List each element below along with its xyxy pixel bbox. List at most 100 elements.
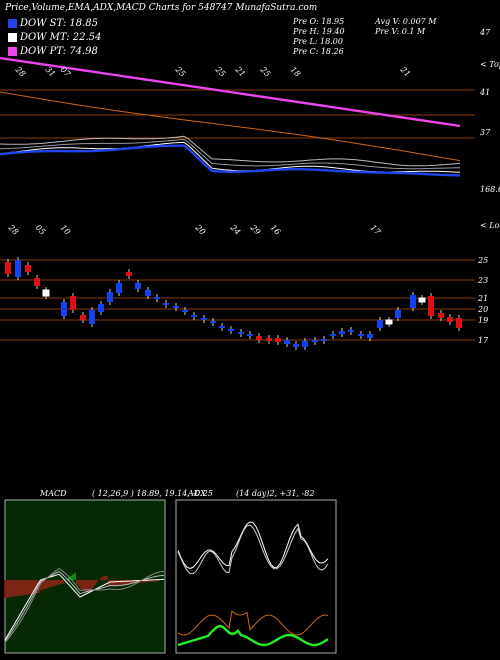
candle-body-4 — [42, 289, 50, 297]
date-label-mid-2: 10 — [59, 223, 73, 237]
macd-params: ( 12,26,9 ) 18.89, 19.14, -0.25 — [92, 489, 213, 498]
axis-tick-mid-3: 20 — [477, 305, 488, 314]
candle-body-38 — [367, 334, 373, 338]
axis-tick-mid-0: 25 — [477, 256, 488, 265]
candle-body-26 — [256, 336, 262, 340]
stat-prev-low: Pre L: 18.00 — [293, 37, 343, 46]
axis-tick-top-1: 41 — [479, 88, 490, 97]
candle-body-34 — [330, 334, 336, 336]
candle-body-3 — [34, 278, 40, 286]
adx-plus-line — [177, 521, 329, 570]
candle-body-7 — [80, 315, 86, 320]
legend-label-st: DOW ST: 18.85 — [20, 18, 99, 29]
candle-body-9 — [98, 304, 104, 312]
macd-line-2 — [4, 567, 165, 643]
date-label-mid-1: 05 — [34, 223, 48, 237]
macd-label: MACD — [40, 489, 67, 498]
axis-tick-mid-1: 23 — [477, 276, 488, 285]
axis-tick-top-0: 47 — [479, 28, 491, 37]
candle-body-11 — [116, 283, 122, 293]
axis-tick-mid-4: 19 — [478, 316, 488, 325]
candle-body-31 — [302, 341, 308, 347]
stat-prev-close: Pre C: 18.26 — [293, 47, 344, 56]
legend-dow-mt: DOW MT: 22.54 — [8, 32, 101, 43]
date-label-mid-5: 29 — [248, 222, 262, 236]
legend-swatch-mt — [8, 33, 17, 42]
adx-green-line — [177, 624, 329, 647]
candle-body-32 — [312, 340, 318, 342]
macd-line-1 — [4, 570, 165, 642]
candle-body-6 — [70, 296, 76, 310]
series-short-ema-3 — [0, 144, 460, 177]
date-label-top-0: 28 — [13, 64, 27, 78]
date-label-top-8: 21 — [398, 64, 412, 78]
candle-body-24 — [238, 332, 244, 334]
candle-body-5 — [61, 302, 67, 316]
stat-prev-volume: Pre V: 0.1 M — [375, 27, 426, 36]
annotation-top: < Topo — [480, 60, 500, 69]
series-short-ema-0 — [0, 135, 461, 167]
date-label-mid-0: 28 — [6, 222, 20, 236]
date-label-top-3: 25 — [173, 64, 187, 78]
candle-body-28 — [275, 338, 281, 342]
legend-dow-st: DOW ST: 18.85 — [8, 18, 98, 29]
macd-panel-frame — [4, 499, 166, 654]
candle-body-27 — [266, 338, 272, 341]
date-label-mid-7: 17 — [369, 223, 383, 237]
adx-params: (14 day)2, +31, -82 — [236, 489, 315, 498]
date-label-mid-6: 16 — [269, 223, 283, 237]
axis-tick-top-3: 168.60 — [480, 185, 500, 194]
date-label-top-7: 18 — [289, 65, 303, 79]
macd-line-0 — [4, 573, 165, 641]
adx-minus-line — [177, 524, 329, 575]
candle-body-42 — [410, 295, 416, 308]
candle-body-18 — [182, 310, 188, 312]
candle-body-33 — [321, 339, 327, 341]
date-label-mid-3: 20 — [193, 222, 207, 236]
annotation-mid: < Loans — [480, 221, 500, 230]
candle-body-39 — [377, 320, 383, 328]
axis-tick-mid-5: 17 — [478, 336, 489, 345]
candle-body-10 — [107, 292, 113, 302]
candle-body-45 — [438, 313, 444, 318]
candle-body-16 — [163, 303, 169, 305]
series-long-ema — [0, 91, 461, 162]
adx-panel-frame — [175, 499, 337, 654]
candle-body-23 — [228, 329, 234, 331]
series-short-ema-1 — [0, 138, 460, 170]
legend-swatch-st — [8, 19, 17, 28]
date-label-top-5: 21 — [233, 64, 247, 78]
candle-body-8 — [89, 310, 95, 324]
date-label-mid-4: 24 — [228, 222, 242, 236]
candle-body-15 — [154, 297, 160, 299]
candle-body-47 — [456, 318, 462, 328]
candle-body-22 — [219, 326, 225, 328]
candle-body-21 — [210, 321, 216, 323]
candle-body-40 — [385, 319, 393, 325]
legend-label-pt: DOW PT: 74.98 — [20, 46, 98, 57]
legend-label-mt: DOW MT: 22.54 — [20, 32, 102, 43]
stat-avg-volume: Avg V: 0.007 M — [375, 17, 437, 26]
series-pt-line — [0, 56, 461, 128]
candle-body-30 — [293, 344, 299, 347]
candle-body-2 — [25, 265, 31, 272]
candle-body-19 — [191, 315, 197, 317]
candle-body-36 — [348, 330, 354, 332]
candle-body-14 — [145, 290, 151, 296]
candle-body-0 — [5, 262, 11, 274]
axis-tick-top-2: 37 — [480, 128, 491, 137]
candle-body-44 — [428, 296, 434, 316]
candle-body-12 — [126, 272, 132, 276]
date-label-top-6: 25 — [258, 64, 272, 78]
stat-prev-open: Pre O: 18.95 — [293, 17, 345, 26]
candle-body-1 — [15, 260, 21, 277]
stat-prev-high: Pre H: 19.40 — [293, 27, 345, 36]
axis-tick-mid-2: 21 — [477, 294, 488, 303]
candle-body-46 — [447, 317, 453, 322]
chart-title: Price,Volume,EMA,ADX,MACD Charts for 548… — [5, 3, 318, 13]
candle-body-29 — [284, 340, 290, 344]
adx-line — [177, 610, 329, 636]
adx-label: ADX — [188, 489, 206, 498]
candle-body-20 — [201, 318, 207, 320]
